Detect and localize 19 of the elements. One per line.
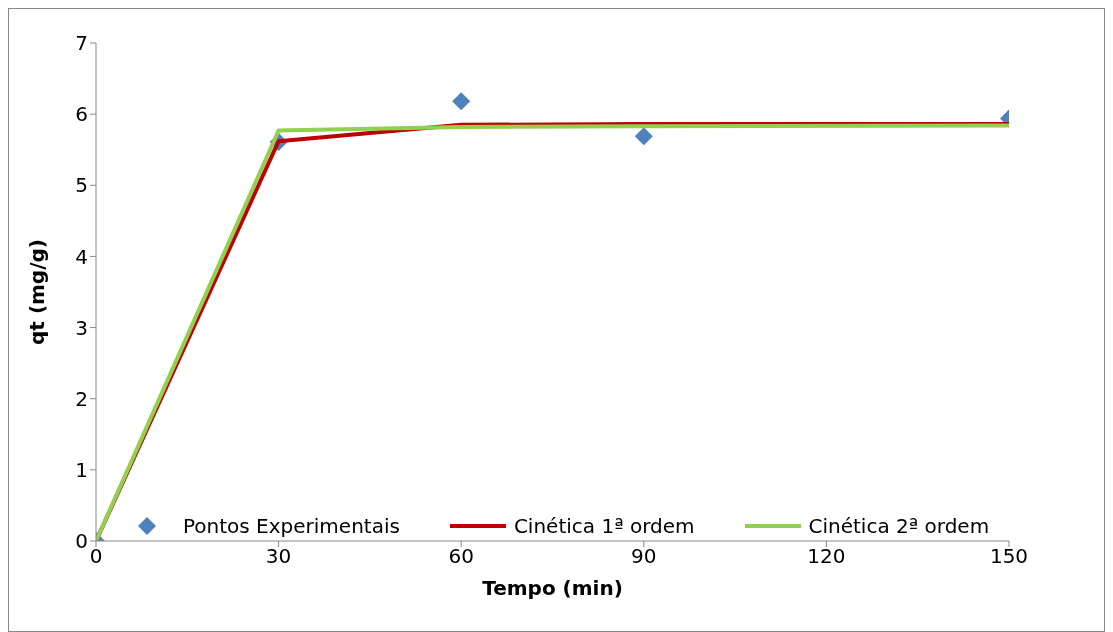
legend-label: Pontos Experimentais	[183, 514, 400, 538]
legend-label: Cinética 1ª ordem	[513, 514, 695, 538]
point	[634, 127, 653, 146]
legend-label: Cinética 2ª ordem	[808, 514, 990, 538]
point	[452, 92, 471, 111]
x-tick-label: 30	[265, 544, 292, 569]
x-tick-label: 90	[631, 544, 657, 569]
x-tick-label: 150	[989, 544, 1029, 569]
y-tick-label: 3	[75, 315, 88, 340]
y-tick-label: 2	[75, 386, 88, 411]
y-tick-label: 7	[75, 31, 88, 56]
y-tick-label: 1	[75, 457, 88, 482]
y-tick-label: 6	[75, 102, 88, 127]
x-tick-label: 60	[448, 544, 474, 569]
x-tick-label: 120	[807, 544, 846, 569]
y-tick-label: 5	[75, 173, 88, 198]
x-axis-title: Tempo (min)	[482, 576, 623, 600]
y-tick-label: 4	[75, 244, 88, 269]
y-axis-title: qt (mg/g)	[25, 239, 50, 345]
